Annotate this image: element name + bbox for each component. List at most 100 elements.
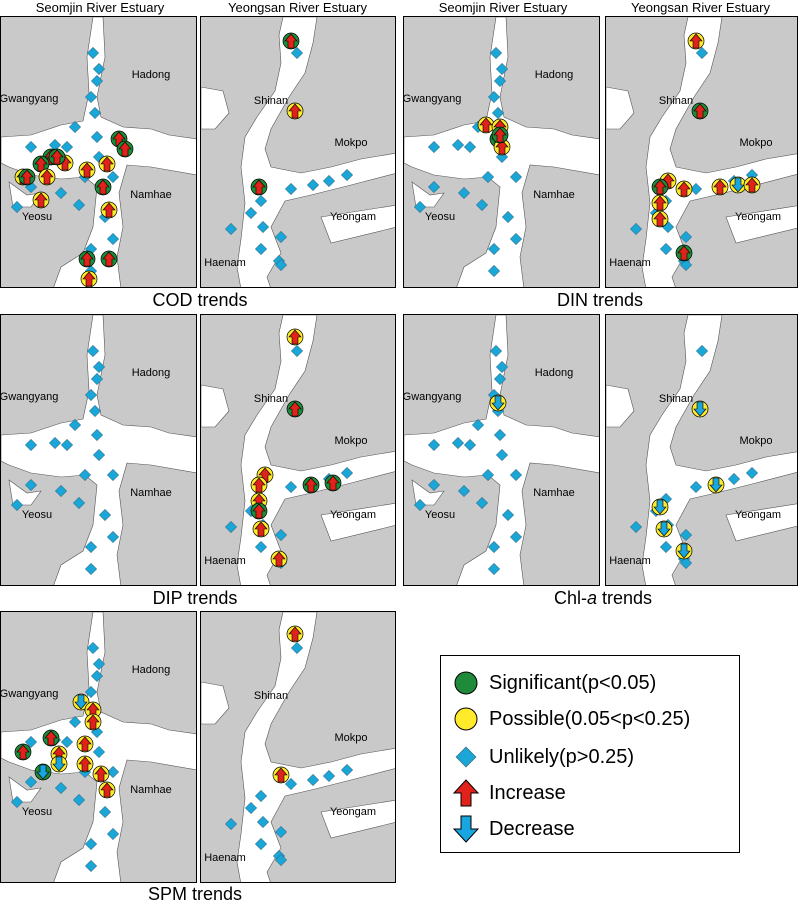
water-area xyxy=(606,384,635,428)
water-area xyxy=(201,384,230,428)
unlikely-diamond-icon xyxy=(284,777,298,791)
unlikely-diamond-icon xyxy=(84,837,98,851)
unlikely-diamond-icon xyxy=(679,528,693,542)
unlikely-diamond-icon xyxy=(501,210,515,224)
seomjin-map-panel: Hadong Gwangyang Namhae Yeosu xyxy=(403,16,600,288)
unlikely-diamond-icon xyxy=(60,438,74,452)
significant-increase-marker xyxy=(491,126,509,144)
seomjin-map-svg xyxy=(1,315,196,585)
unlikely-diamond-icon xyxy=(495,360,509,374)
yeongsan-map-svg xyxy=(201,17,395,287)
increase-arrow-icon xyxy=(288,626,302,642)
yeongsan-map-svg xyxy=(201,612,395,882)
place-label-hadong: Hadong xyxy=(131,367,171,379)
seomjin-map-panel: Hadong Gwangyang Namhae Yeosu xyxy=(403,314,600,586)
unlikely-diamond-icon xyxy=(90,669,104,683)
possible-increase-marker xyxy=(687,32,705,50)
place-label-yeongam: Yeongam xyxy=(734,211,782,223)
unlikely-diamond-icon xyxy=(274,853,288,867)
possible-decrease-marker xyxy=(691,400,709,418)
header-yeongsan-left: Yeongsan River Estuary xyxy=(228,0,367,15)
unlikely-diamond-icon xyxy=(72,198,86,212)
place-label-gwangyang: Gwangyang xyxy=(0,93,59,105)
unlikely-diamond-icon xyxy=(493,74,507,88)
seomjin-map-svg xyxy=(404,17,599,287)
yeongsan-map-panel: Shinan Mokpo Yeongam Haenam xyxy=(605,16,798,288)
legend-increase-label: Increase xyxy=(489,781,566,804)
place-label-hadong: Hadong xyxy=(534,69,574,81)
increase-arrow-icon xyxy=(254,521,268,537)
water-area xyxy=(201,681,230,725)
unlikely-diamond-icon xyxy=(84,388,98,402)
panel-title-cod: COD trends xyxy=(152,290,248,310)
unlikely-diamond-icon xyxy=(340,168,354,182)
unlikely-diamond-icon xyxy=(493,372,507,386)
increase-arrow-icon xyxy=(677,181,691,197)
yeongsan-map-svg xyxy=(201,315,395,585)
unlikely-diamond-icon xyxy=(106,530,120,544)
possible-increase-marker xyxy=(270,550,288,568)
seomjin-map-panel: Hadong Gwangyang Namhae Yeosu xyxy=(0,611,197,883)
increase-arrow-icon xyxy=(653,179,667,195)
possible-decrease-marker xyxy=(729,176,747,194)
possible-increase-marker xyxy=(78,161,96,179)
place-label-hadong: Hadong xyxy=(131,664,171,676)
significant-increase-marker xyxy=(18,168,36,186)
decrease-arrow-icon xyxy=(709,477,723,493)
unlikely-diamond-icon xyxy=(98,805,112,819)
unlikely-diamond-icon xyxy=(340,466,354,480)
unlikely-diamond-icon xyxy=(493,428,507,442)
yeongsan-map-panel: Shinan Mokpo Yeongam Haenam xyxy=(200,314,396,586)
place-label-yeosu: Yeosu xyxy=(424,509,456,521)
significant-increase-marker xyxy=(116,140,134,158)
place-label-gwangyang: Gwangyang xyxy=(403,391,462,403)
possible-decrease-marker xyxy=(655,520,673,538)
unlikely-diamond-icon xyxy=(290,344,304,358)
place-label-hadong: Hadong xyxy=(534,367,574,379)
place-label-mokpo: Mokpo xyxy=(739,137,773,149)
place-label-yeosu: Yeosu xyxy=(21,509,53,521)
unlikely-diamond-icon xyxy=(106,232,120,246)
unlikely-diamond-icon xyxy=(88,106,102,120)
seomjin-map-panel: Hadong Gwangyang Namhae Yeosu xyxy=(0,16,197,288)
unlikely-diamond-icon xyxy=(475,198,489,212)
place-label-haenam: Haenam xyxy=(204,852,246,864)
possible-increase-marker xyxy=(32,191,50,209)
yeongsan-map-svg xyxy=(606,315,797,585)
place-label-haenam: Haenam xyxy=(204,257,246,269)
unlikely-diamond-icon xyxy=(689,182,703,196)
unlikely-diamond-icon xyxy=(487,90,501,104)
place-label-yeongam: Yeongam xyxy=(329,806,377,818)
increase-arrow-icon xyxy=(689,33,703,49)
increase-arrow-icon xyxy=(16,744,30,760)
significant-increase-marker xyxy=(675,244,693,262)
unlikely-diamond-icon xyxy=(427,478,441,492)
water-area xyxy=(411,479,445,506)
unlikely-diamond-icon xyxy=(88,404,102,418)
unlikely-diamond-icon xyxy=(256,220,270,234)
place-label-yeosu: Yeosu xyxy=(21,806,53,818)
unlikely-diamond-icon xyxy=(84,540,98,554)
water-area xyxy=(725,205,797,244)
unlikely-diamond-icon xyxy=(489,46,503,60)
unlikely-diamond-icon xyxy=(487,540,501,554)
increase-arrow-icon xyxy=(50,149,64,165)
unlikely-diamond-icon xyxy=(24,478,38,492)
legend-unlikely-label: Unlikely(p>0.25) xyxy=(489,745,635,768)
unlikely-diamond-icon xyxy=(509,170,523,184)
unlikely-diamond-icon xyxy=(92,62,106,76)
increase-arrow-icon xyxy=(40,169,54,185)
water-area xyxy=(236,612,395,882)
place-label-mokpo: Mokpo xyxy=(334,732,368,744)
unlikely-diamond-icon xyxy=(68,715,82,729)
place-label-namhae: Namhae xyxy=(130,189,172,201)
legend-possible-label: Possible(0.05<p<0.25) xyxy=(489,707,691,730)
unlikely-diamond-icon xyxy=(457,186,471,200)
possible-decrease-marker xyxy=(651,498,669,516)
increase-arrow-icon xyxy=(713,179,727,195)
significant-increase-marker xyxy=(286,400,304,418)
water-area xyxy=(236,17,395,287)
water-area xyxy=(641,17,797,287)
significant-circle-icon xyxy=(451,668,481,698)
unlikely-diamond-icon xyxy=(84,562,98,576)
